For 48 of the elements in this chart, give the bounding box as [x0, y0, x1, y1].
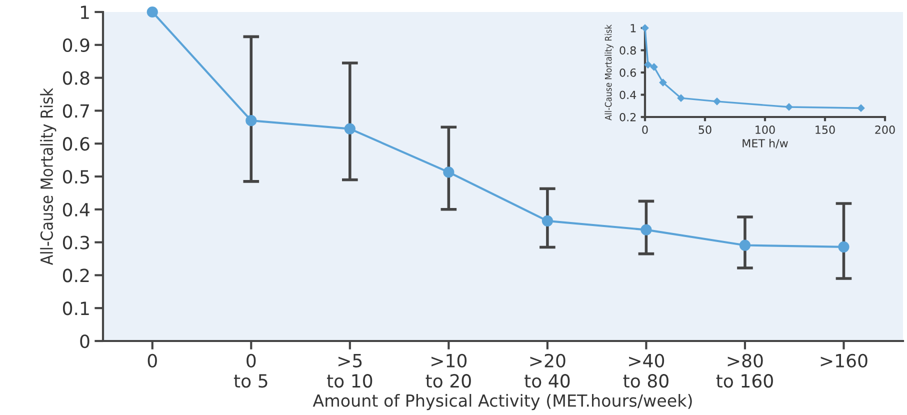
point — [650, 63, 658, 71]
y-tick-label: 0.2 — [62, 268, 89, 282]
y-tick-label: 0.8 — [62, 71, 90, 85]
x-tick-label: >80 to 160 — [716, 354, 773, 388]
x-axis-title: MET h/w — [742, 138, 788, 148]
y-tick-label: 0.2 — [620, 112, 636, 122]
y-tick-label: 0.3 — [62, 236, 90, 250]
y-tick-label: 0.4 — [62, 202, 90, 217]
y-tick-label: 0.1 — [62, 302, 89, 316]
point — [785, 103, 793, 111]
x-tick-label: >10 to 20 — [426, 354, 471, 388]
x-tick-label: 50 — [698, 126, 712, 134]
y-tick-label: 0.4 — [620, 90, 636, 100]
y-tick-label: 0.9 — [62, 38, 90, 52]
x-tick-label: >160 — [820, 354, 868, 368]
point — [146, 6, 158, 18]
x-tick-label: >20 to 40 — [524, 354, 570, 388]
point — [838, 241, 850, 252]
point — [659, 78, 667, 86]
point — [713, 98, 721, 106]
x-tick-label: >5 to 10 — [326, 354, 372, 388]
x-tick-label: 200 — [875, 126, 895, 134]
point — [857, 104, 865, 112]
x-axis-title: Amount of Physical Activity (MET.hours/week) — [312, 394, 692, 410]
point — [644, 61, 652, 68]
x-tick-label: >40 to 80 — [623, 354, 668, 388]
y-tick-label: 0.6 — [620, 68, 636, 77]
point — [739, 240, 751, 251]
point — [344, 123, 356, 134]
x-tick-label: 100 — [756, 126, 775, 134]
y-axis-title: All-Cause Mortality Risk — [40, 88, 56, 265]
y-tick-label: 0.6 — [62, 137, 90, 151]
point — [640, 224, 652, 236]
point — [677, 94, 685, 102]
x-tick-label: 0 to 5 — [234, 354, 268, 388]
y-axis-title: All-Cause Mortality Risk — [604, 24, 614, 120]
x-tick-label: 0 — [148, 354, 157, 368]
y-tick-label: 0.7 — [62, 104, 89, 118]
point — [443, 166, 454, 178]
x-tick-label: 150 — [816, 126, 835, 134]
point — [246, 115, 257, 126]
y-tick-label: 0.8 — [620, 46, 636, 55]
y-tick-label: 1 — [80, 6, 89, 19]
y-tick-label: 1 — [630, 24, 636, 32]
x-tick-label: 0 — [642, 126, 648, 134]
point — [542, 215, 553, 226]
y-tick-label: 0 — [80, 334, 90, 348]
y-tick-label: 0.5 — [62, 170, 89, 184]
